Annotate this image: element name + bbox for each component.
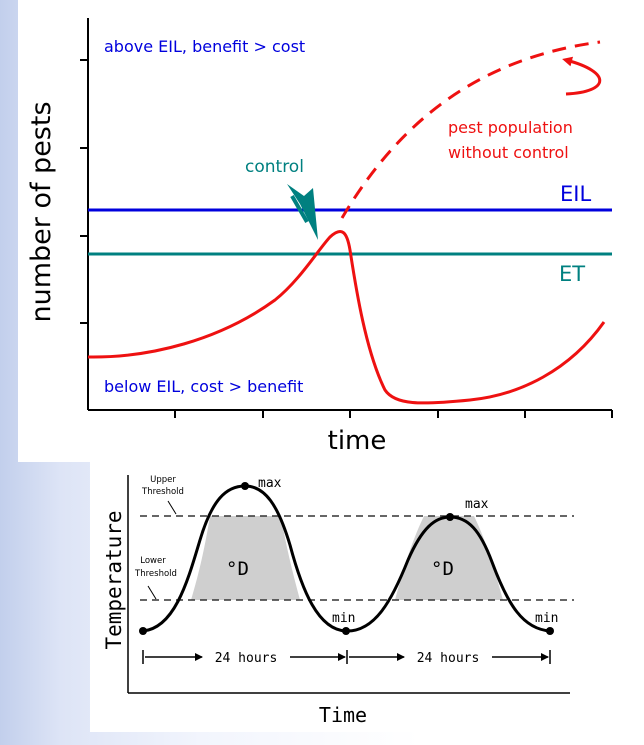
max-point-1 (241, 482, 249, 490)
pest-threshold-diagram: number of pests time above EIL, benefit … (26, 18, 613, 456)
pest-population-curve (87, 230, 606, 405)
bottom-x-axis-label: Time (319, 703, 367, 727)
degree-day-area-1 (191, 516, 300, 600)
interval-label-2: 24 hours (417, 651, 480, 666)
max-label-2: max (465, 497, 489, 512)
upper-threshold-label-line1: Upper (150, 475, 176, 485)
interval-markers (142, 650, 551, 664)
top-x-ticks (174, 410, 613, 418)
min-label-1: min (332, 611, 355, 626)
upper-threshold-pointer (167, 500, 177, 515)
min-point-2 (546, 627, 554, 635)
min-label-2: min (535, 611, 558, 626)
degree-day-label-2: °D (431, 558, 454, 580)
pest-threshold-diagram-panel (18, 0, 644, 462)
uncontrolled-label-line2: without control (448, 143, 569, 162)
lower-threshold-pointer (147, 585, 157, 600)
bottom-y-axis-label: Temperature (102, 510, 126, 649)
top-y-ticks (80, 59, 88, 324)
uncontrolled-arrow (562, 56, 602, 96)
degree-day-diagram: Temperature Time Upper Threshold Lower T… (102, 475, 574, 727)
lower-threshold-label-line2: Threshold (134, 569, 177, 579)
above-eil-text: above EIL, benefit > cost (104, 37, 305, 56)
lower-threshold-label-line1: Lower (140, 556, 166, 566)
below-eil-text: below EIL, cost > benefit (104, 377, 303, 396)
eil-label: EIL (560, 182, 591, 206)
max-label-1: max (258, 476, 282, 491)
upper-threshold-label-line2: Threshold (141, 487, 184, 497)
degree-day-area-2 (395, 516, 503, 600)
interval-label-1: 24 hours (215, 651, 278, 666)
et-label: ET (559, 262, 585, 286)
pest-population-uncontrolled-curve (340, 40, 601, 219)
degree-day-label-1: °D (226, 558, 249, 580)
max-point-2 (446, 513, 454, 521)
control-arrow (287, 184, 318, 240)
start-point (139, 627, 147, 635)
top-y-axis-label: number of pests (26, 101, 57, 322)
min-point-1 (342, 627, 350, 635)
uncontrolled-label-line1: pest population (448, 118, 573, 137)
top-x-axis-label: time (328, 426, 387, 456)
control-label: control (245, 157, 304, 177)
